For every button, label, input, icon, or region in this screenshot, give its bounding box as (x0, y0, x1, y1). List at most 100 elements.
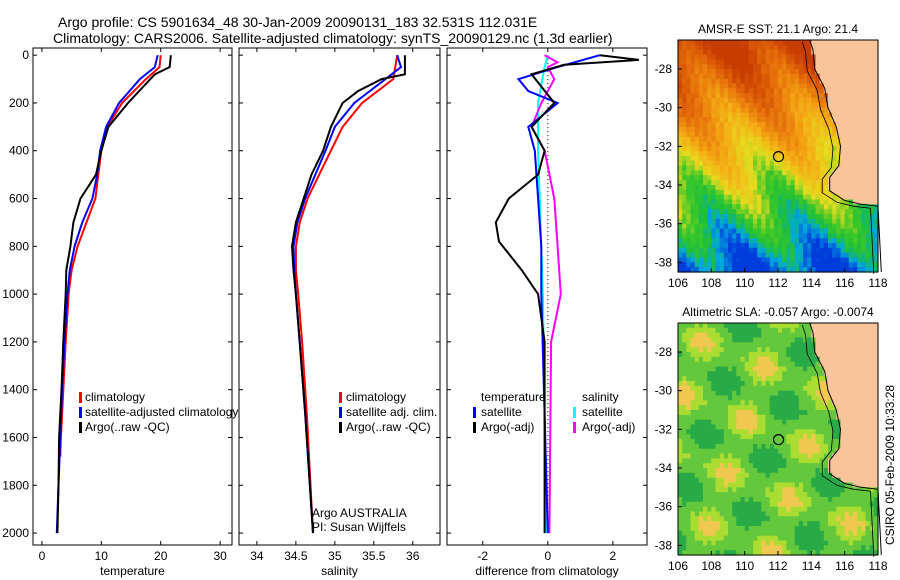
x-tick-label: 10 (95, 549, 109, 563)
legend-label: Argo(..raw -QC) (346, 420, 431, 434)
series-line-climatology (59, 55, 162, 457)
y-tick-label: -34 (655, 461, 673, 475)
y-tick-label: -38 (655, 538, 673, 552)
map-field (678, 40, 879, 273)
legend-label: Argo(-adj) (582, 420, 635, 434)
plot-frame (238, 47, 441, 546)
y-tick-label: 600 (9, 192, 29, 206)
y-tick-label: -30 (655, 384, 673, 398)
y-tick-label: -28 (655, 345, 673, 359)
y-tick-label: 1400 (2, 383, 29, 397)
legend-label: satellite (481, 405, 522, 419)
legend-label: satellite-adjusted climatology (85, 405, 238, 419)
legend-swatch (339, 407, 342, 418)
x-axis-label: difference from climatology (475, 564, 618, 578)
profile-panel-1: 0 10 20 30 0 200 400 600 800 1000 1200 1400 1600 1800… (2, 47, 238, 578)
x-tick-label: 30 (213, 549, 227, 563)
pi-annotation: Argo AUSTRALIA (312, 506, 407, 520)
x-tick-label: 112 (768, 276, 787, 290)
y-tick-label: 1800 (2, 478, 29, 492)
legend-label: climatology (85, 390, 145, 404)
y-tick-label: -28 (655, 62, 673, 76)
sst-map: AMSR-E SST: 21.1 Argo: 21.4 106 108 110 112 1… (655, 22, 888, 290)
x-tick-label: 116 (835, 559, 854, 573)
x-tick-label: 34.5 (284, 549, 308, 563)
x-tick-label: 114 (802, 559, 821, 573)
legend-swatch (573, 422, 576, 433)
legend-title-salinity: salinity (582, 390, 619, 404)
argo-position-marker (772, 433, 785, 446)
x-tick-label: 110 (735, 276, 754, 290)
legend-swatch (573, 407, 576, 418)
x-tick-label: 0 (39, 549, 46, 563)
legend-swatch (339, 392, 342, 403)
x-tick-label: 112 (768, 559, 787, 573)
y-tick-label: -36 (655, 217, 673, 231)
y-tick-label: -34 (655, 178, 673, 192)
legend-title-temperature: temperature (481, 390, 546, 404)
x-tick-label: 106 (668, 559, 688, 573)
legend-label: satellite (582, 405, 623, 419)
y-tick-label: 200 (9, 96, 29, 110)
coastline (809, 322, 882, 556)
legend-label: Argo(..raw -QC) (85, 420, 170, 434)
argo-position-marker (772, 150, 785, 163)
x-tick-label: 34 (250, 549, 264, 563)
y-tick-label: 400 (9, 144, 29, 158)
profile-panel-2: 34 34.5 35 35.5 36 salinity climatologysatelli… (238, 47, 441, 578)
series-line-argo-raw-qc- (290, 55, 406, 534)
legend-swatch (473, 422, 476, 433)
y-tick-label: 1600 (2, 430, 29, 444)
legend-swatch (339, 422, 342, 433)
side-label: CSIRO 05-Feb-2009 10:33:28 (883, 385, 897, 545)
plot-frame (32, 47, 233, 546)
series-line-argo-raw-qc- (56, 55, 172, 534)
legend-label: Argo(-adj) (481, 420, 534, 434)
title-line-1: Argo profile: CS 5901634_48 30-Jan-2009 … (58, 14, 537, 30)
depth-contour (801, 324, 875, 557)
x-tick-label: 116 (835, 276, 854, 290)
x-tick-label: 35 (328, 549, 342, 563)
x-tick-label: 108 (701, 559, 721, 573)
x-tick-label: 20 (154, 549, 168, 563)
series-line-temperature-satellite (516, 54, 601, 534)
title-line-2: Climatology: CARS2006. Satellite-adjuste… (53, 30, 613, 46)
x-tick-label: 2 (610, 549, 617, 563)
legend-swatch (79, 422, 82, 433)
legend-swatch (473, 407, 476, 418)
x-tick-label: 0 (544, 549, 551, 563)
x-tick-label: 106 (668, 276, 688, 290)
x-axis-label: salinity (321, 564, 358, 578)
x-tick-label: -2 (477, 549, 488, 563)
sla-map: Altimetric SLA: -0.057 Argo: -0.0074 106 1… (655, 305, 888, 573)
x-tick-label: 110 (735, 559, 754, 573)
x-tick-label: 35.5 (362, 549, 386, 563)
y-tick-label: 2000 (2, 526, 29, 540)
depth-contour (801, 41, 875, 274)
series-line-temperature-argo-adj- (494, 54, 640, 534)
y-tick-label: 0 (22, 48, 29, 62)
plot-frame (446, 47, 648, 546)
y-tick-label: -36 (655, 500, 673, 514)
legend-label: satellite adj. clim. (346, 405, 437, 419)
legend-swatch (79, 407, 82, 418)
map-title: Altimetric SLA: -0.057 Argo: -0.0074 (682, 305, 874, 319)
y-tick-label: 1200 (2, 335, 29, 349)
coastline (809, 39, 882, 273)
y-tick-label: -32 (655, 139, 673, 153)
x-tick-label: 108 (701, 276, 721, 290)
series-line-climatology (294, 55, 399, 534)
pi-annotation: PI: Susan Wijffels (312, 520, 406, 534)
y-tick-label: -32 (655, 422, 673, 436)
legend-label: climatology (346, 390, 406, 404)
x-tick-label: 114 (802, 276, 821, 290)
y-tick-label: -38 (655, 255, 673, 269)
x-axis-label: temperature (100, 564, 165, 578)
x-tick-label: 118 (868, 276, 887, 290)
x-tick-label: 36 (406, 549, 420, 563)
legend-swatch (79, 392, 82, 403)
y-tick-label: -30 (655, 101, 673, 115)
y-tick-label: 800 (9, 239, 29, 253)
